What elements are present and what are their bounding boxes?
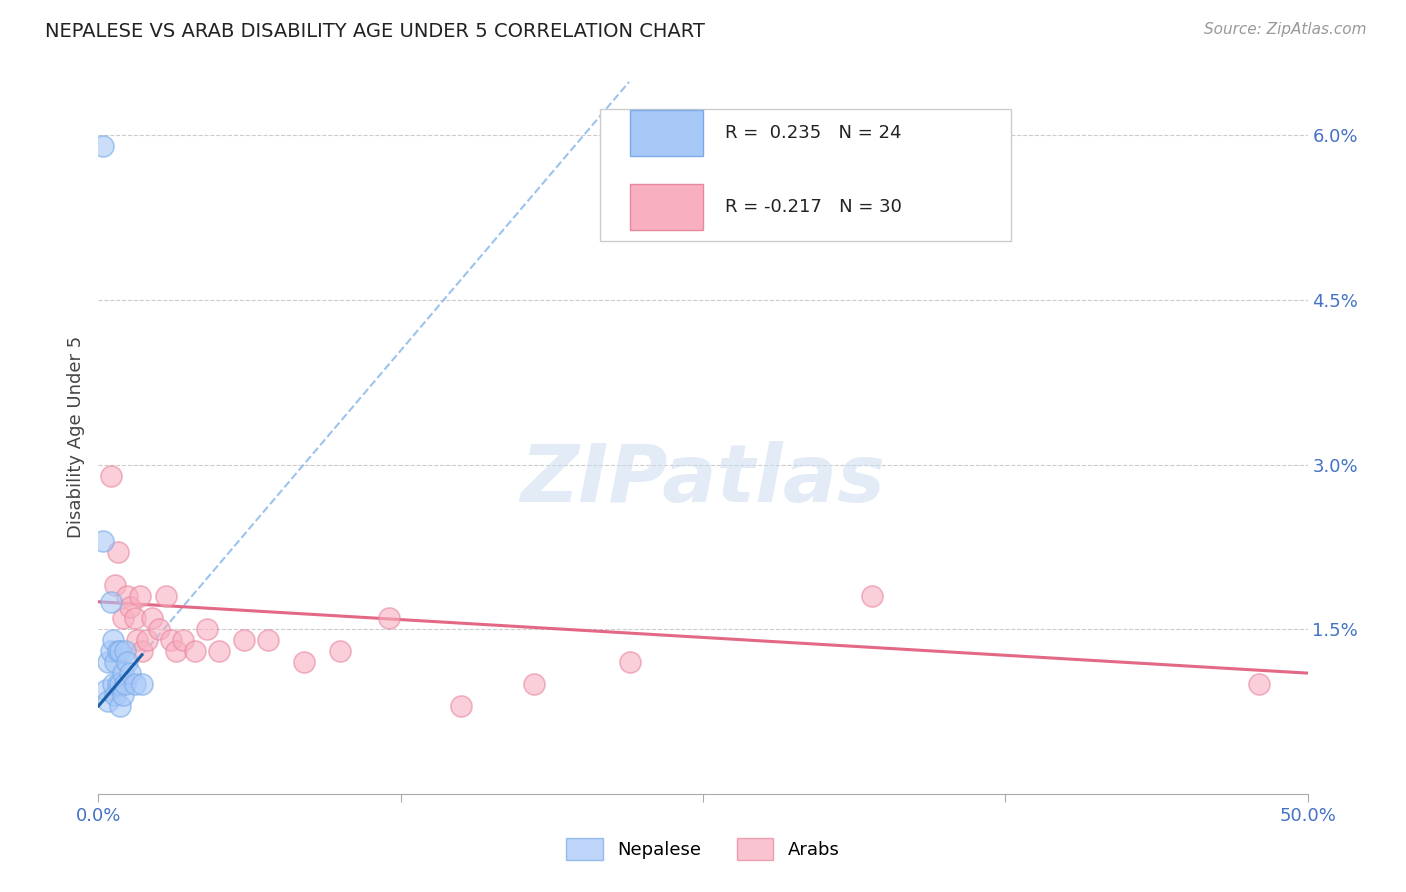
Point [141, 611, 163, 625]
FancyBboxPatch shape [630, 110, 703, 156]
Point [292, 655, 315, 669]
Point [104, 655, 127, 669]
Point [91, 139, 114, 153]
Point [195, 622, 218, 636]
Point [155, 589, 177, 603]
Point [101, 633, 124, 648]
Point [131, 677, 153, 691]
Point [117, 589, 139, 603]
Text: R = -0.217   N = 30: R = -0.217 N = 30 [724, 198, 901, 216]
Point [107, 677, 129, 691]
Point [111, 666, 134, 681]
Text: Source: ZipAtlas.com: Source: ZipAtlas.com [1204, 22, 1367, 37]
Point [256, 633, 278, 648]
Point [124, 677, 146, 691]
Point [108, 677, 131, 691]
Point [107, 644, 129, 658]
Text: R =  0.235   N = 24: R = 0.235 N = 24 [724, 124, 901, 142]
Point [377, 611, 399, 625]
Point [117, 655, 139, 669]
Point [148, 622, 170, 636]
Point [114, 644, 136, 658]
Point [118, 666, 141, 681]
Point [619, 655, 641, 669]
Point [111, 611, 134, 625]
Point [184, 644, 207, 658]
Point [208, 644, 231, 658]
Legend: Nepalese, Arabs: Nepalese, Arabs [560, 830, 846, 867]
Point [450, 699, 472, 714]
Point [118, 600, 141, 615]
FancyBboxPatch shape [600, 109, 1011, 241]
Text: NEPALESE VS ARAB DISABILITY AGE UNDER 5 CORRELATION CHART: NEPALESE VS ARAB DISABILITY AGE UNDER 5 … [45, 22, 704, 41]
Point [124, 611, 146, 625]
FancyBboxPatch shape [630, 184, 703, 230]
Point [1249, 677, 1271, 691]
Point [100, 595, 122, 609]
Point [172, 633, 194, 648]
Point [860, 589, 883, 603]
Point [160, 633, 183, 648]
Point [104, 688, 127, 702]
Point [94, 682, 117, 697]
Point [97, 655, 120, 669]
Point [111, 688, 134, 702]
Point [91, 534, 114, 549]
Point [97, 693, 120, 707]
Point [114, 677, 136, 691]
Point [523, 677, 546, 691]
Point [100, 644, 122, 658]
Point [329, 644, 352, 658]
Point [100, 468, 122, 483]
Point [101, 677, 124, 691]
Point [232, 633, 254, 648]
Point [165, 644, 187, 658]
Point [104, 578, 127, 592]
Y-axis label: Disability Age Under 5: Disability Age Under 5 [66, 336, 84, 538]
Point [127, 633, 149, 648]
Text: ZIPatlas: ZIPatlas [520, 441, 886, 519]
Point [135, 633, 157, 648]
Point [107, 545, 129, 559]
Point [108, 699, 131, 714]
Point [108, 644, 131, 658]
Point [128, 589, 150, 603]
Point [131, 644, 153, 658]
